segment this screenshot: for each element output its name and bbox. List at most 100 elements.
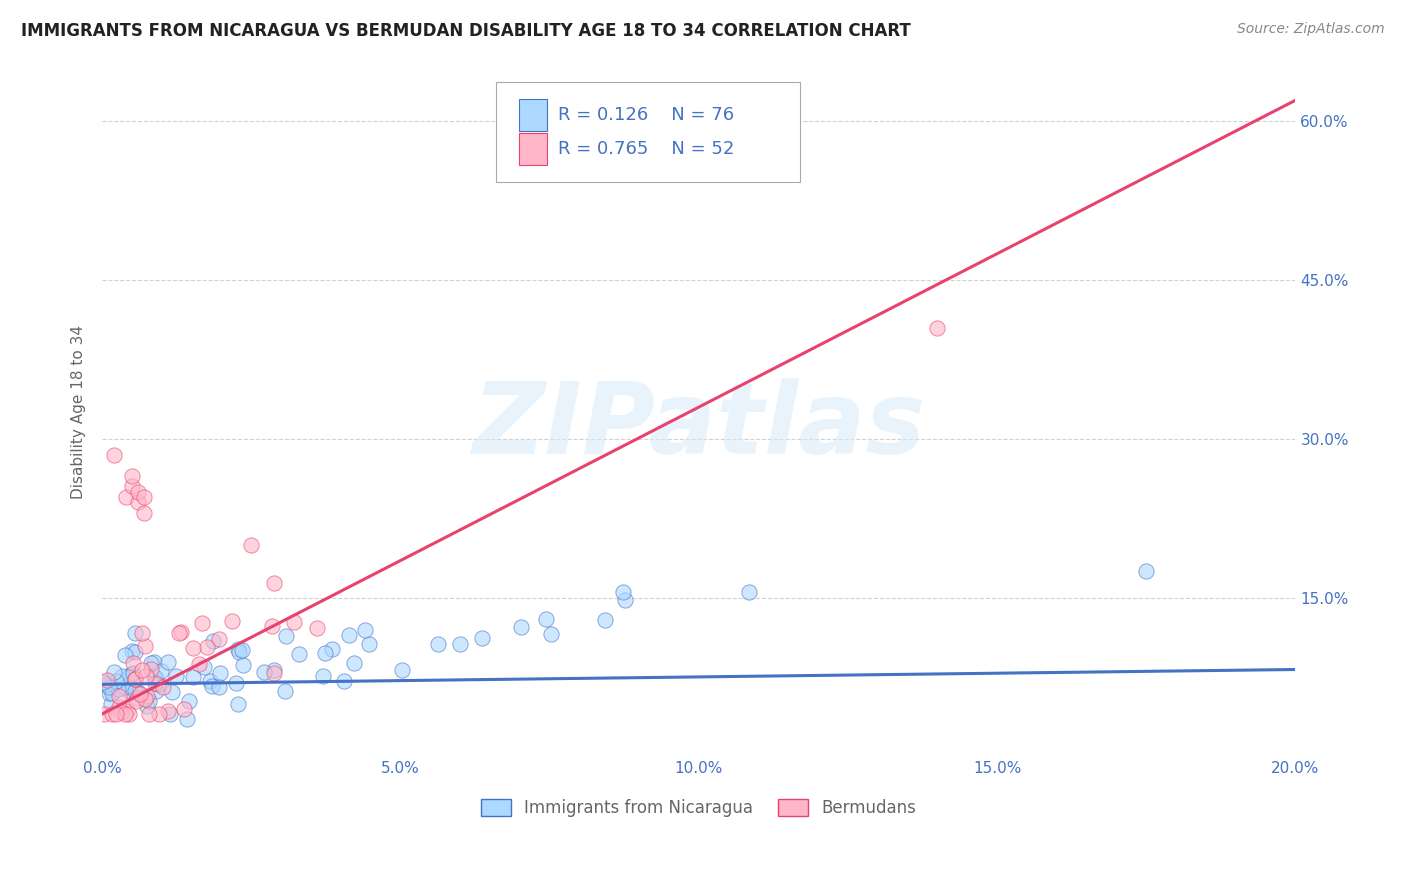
Point bbox=[190, 615, 212, 630]
Point bbox=[159, 706, 181, 721]
Point bbox=[124, 673, 146, 687]
Point bbox=[321, 642, 343, 657]
Point bbox=[127, 484, 149, 499]
Point bbox=[540, 627, 562, 641]
Point bbox=[927, 320, 949, 334]
Point bbox=[117, 678, 139, 692]
Point bbox=[173, 701, 195, 715]
Point bbox=[129, 687, 152, 701]
Point bbox=[209, 665, 232, 680]
Point bbox=[181, 640, 204, 655]
Point bbox=[121, 468, 143, 483]
Point bbox=[131, 663, 153, 677]
Text: Source: ZipAtlas.com: Source: ZipAtlas.com bbox=[1237, 22, 1385, 37]
Point bbox=[391, 663, 413, 677]
Point bbox=[167, 625, 190, 640]
Point bbox=[181, 670, 204, 684]
Point bbox=[145, 671, 167, 685]
Point bbox=[114, 706, 136, 721]
Point bbox=[337, 628, 360, 642]
Point bbox=[283, 615, 305, 629]
Point bbox=[263, 665, 285, 680]
Point bbox=[427, 637, 450, 651]
Point bbox=[138, 694, 160, 708]
Point bbox=[121, 666, 143, 681]
Point bbox=[124, 645, 146, 659]
Point bbox=[152, 680, 174, 694]
Point bbox=[121, 644, 143, 658]
Point bbox=[146, 677, 169, 691]
Point bbox=[170, 625, 193, 640]
Point bbox=[118, 706, 141, 721]
Point bbox=[132, 490, 155, 504]
Point bbox=[103, 448, 125, 462]
Point bbox=[274, 629, 297, 643]
Point bbox=[232, 658, 254, 673]
Point bbox=[93, 706, 115, 721]
FancyBboxPatch shape bbox=[519, 99, 547, 131]
Point bbox=[160, 684, 183, 698]
Point bbox=[98, 686, 121, 700]
Point bbox=[131, 626, 153, 640]
Point bbox=[91, 675, 114, 690]
Point bbox=[124, 626, 146, 640]
Point bbox=[593, 613, 616, 627]
Point bbox=[107, 681, 129, 696]
Text: R = 0.765    N = 52: R = 0.765 N = 52 bbox=[558, 140, 734, 158]
Point bbox=[136, 689, 159, 703]
Point bbox=[176, 712, 198, 726]
Point bbox=[101, 686, 124, 700]
Point bbox=[115, 704, 138, 718]
Text: R = 0.126    N = 76: R = 0.126 N = 76 bbox=[558, 106, 734, 124]
Point bbox=[240, 538, 263, 552]
Point bbox=[354, 623, 377, 637]
Point bbox=[132, 506, 155, 520]
Point bbox=[148, 706, 170, 721]
Point bbox=[312, 669, 335, 683]
Text: ZIPatlas: ZIPatlas bbox=[472, 377, 925, 475]
Point bbox=[225, 676, 247, 690]
Point bbox=[208, 680, 231, 694]
Point bbox=[141, 656, 163, 670]
Point bbox=[139, 662, 162, 676]
Point bbox=[149, 665, 172, 679]
Point bbox=[105, 674, 128, 689]
Point bbox=[228, 645, 250, 659]
Point bbox=[96, 673, 118, 687]
Point bbox=[157, 655, 180, 669]
Point bbox=[287, 647, 309, 661]
Point bbox=[165, 669, 187, 683]
Point bbox=[94, 678, 117, 692]
Point bbox=[226, 697, 249, 711]
Point bbox=[343, 656, 366, 670]
Point bbox=[202, 633, 225, 648]
Point bbox=[737, 585, 759, 599]
Point bbox=[103, 665, 125, 679]
Text: IMMIGRANTS FROM NICARAGUA VS BERMUDAN DISABILITY AGE 18 TO 34 CORRELATION CHART: IMMIGRANTS FROM NICARAGUA VS BERMUDAN DI… bbox=[21, 22, 911, 40]
Legend: Immigrants from Nicaragua, Bermudans: Immigrants from Nicaragua, Bermudans bbox=[474, 792, 924, 823]
Point bbox=[612, 585, 634, 599]
Point bbox=[101, 706, 124, 721]
Point bbox=[274, 684, 297, 698]
Point bbox=[333, 673, 356, 688]
Point bbox=[534, 612, 557, 626]
Point bbox=[357, 637, 380, 651]
Point bbox=[134, 639, 156, 653]
Point bbox=[231, 642, 253, 657]
Point bbox=[127, 685, 149, 699]
Point bbox=[100, 698, 122, 712]
Point bbox=[108, 700, 131, 714]
Point bbox=[198, 673, 221, 688]
Point bbox=[1135, 564, 1157, 578]
Point bbox=[122, 656, 145, 670]
Point bbox=[96, 676, 118, 690]
Point bbox=[98, 680, 121, 694]
Point bbox=[125, 691, 148, 706]
Point bbox=[110, 705, 132, 719]
Point bbox=[105, 706, 128, 721]
Point bbox=[115, 490, 138, 504]
Point bbox=[263, 576, 285, 591]
Point bbox=[111, 669, 134, 683]
Point bbox=[121, 479, 143, 493]
Point bbox=[121, 665, 143, 680]
